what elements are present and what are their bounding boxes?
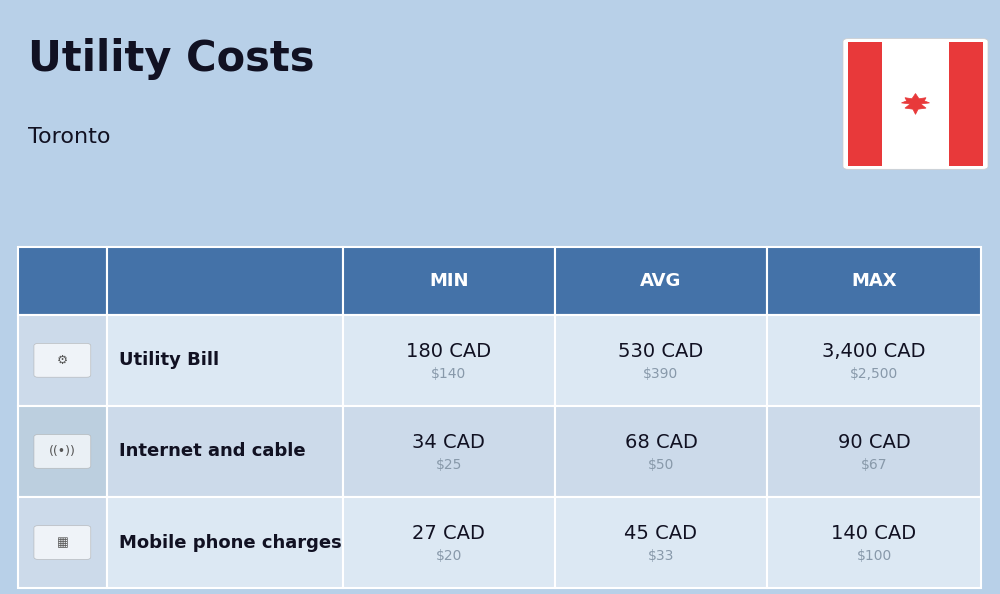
FancyBboxPatch shape [843,39,988,169]
Text: AVG: AVG [640,271,682,290]
Bar [767,406,981,497]
Polygon shape [901,93,930,115]
Text: $67: $67 [861,458,887,472]
Text: Utility Costs: Utility Costs [28,39,314,80]
FancyBboxPatch shape [34,526,91,560]
Bar [18,247,107,315]
Text: 140 CAD: 140 CAD [831,524,917,543]
Text: Utility Bill: Utility Bill [119,352,219,369]
Text: ⚙: ⚙ [57,354,68,367]
Text: 3,400 CAD: 3,400 CAD [822,342,926,361]
Bar [107,497,343,588]
Text: $20: $20 [436,549,462,563]
Text: $390: $390 [643,367,679,381]
Text: MIN: MIN [429,271,469,290]
Bar [848,42,882,166]
Text: 530 CAD: 530 CAD [618,342,704,361]
Bar [555,247,767,315]
Bar [18,315,107,406]
Text: 27 CAD: 27 CAD [412,524,485,543]
Text: 34 CAD: 34 CAD [412,433,485,452]
Bar [343,497,555,588]
Bar [18,406,107,497]
Text: ((•)): ((•)) [49,445,76,458]
Bar [343,247,555,315]
Text: 90 CAD: 90 CAD [838,433,910,452]
FancyBboxPatch shape [34,435,91,468]
Text: $140: $140 [431,367,467,381]
Text: 45 CAD: 45 CAD [624,524,697,543]
Text: ▦: ▦ [56,536,68,549]
Text: $2,500: $2,500 [850,367,898,381]
Bar [949,42,983,166]
Bar [555,497,767,588]
Bar [343,406,555,497]
Bar [555,315,767,406]
Text: Toronto: Toronto [28,127,110,147]
Text: 68 CAD: 68 CAD [625,433,697,452]
Bar [767,497,981,588]
Bar [107,406,343,497]
Bar [107,315,343,406]
Bar [767,315,981,406]
Bar [107,247,343,315]
Bar [555,406,767,497]
Bar [767,247,981,315]
Text: Mobile phone charges: Mobile phone charges [119,533,341,551]
Text: 180 CAD: 180 CAD [406,342,491,361]
Text: $33: $33 [648,549,674,563]
Text: ✿: ✿ [916,103,917,104]
Text: Internet and cable: Internet and cable [119,443,305,460]
Text: $25: $25 [436,458,462,472]
Bar [343,315,555,406]
Text: $50: $50 [648,458,674,472]
FancyBboxPatch shape [34,343,91,377]
Text: $100: $100 [856,549,892,563]
Bar [18,497,107,588]
Text: MAX: MAX [851,271,897,290]
